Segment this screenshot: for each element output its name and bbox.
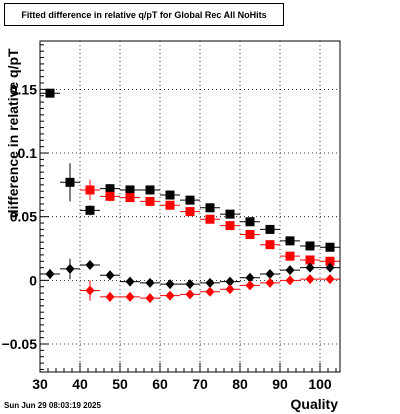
data-point-square — [65, 177, 75, 187]
data-point-diamond — [225, 276, 235, 287]
data-point-diamond — [225, 284, 235, 295]
data-point-square — [205, 214, 215, 224]
data-point-square — [185, 207, 195, 217]
x-tick-label: 60 — [152, 376, 168, 392]
data-point-diamond — [185, 289, 195, 300]
data-point-diamond — [265, 268, 275, 279]
y-tick-label: −0.05 — [2, 336, 38, 352]
x-tick-label: 90 — [272, 376, 288, 392]
data-point-diamond — [85, 285, 95, 296]
x-tick-label: 50 — [112, 376, 128, 392]
data-point-diamond — [125, 276, 135, 287]
data-point-diamond — [305, 262, 315, 273]
data-point-diamond — [325, 262, 335, 273]
data-point-diamond — [165, 290, 175, 301]
x-tick-label: 80 — [232, 376, 248, 392]
data-point-square — [265, 240, 275, 250]
data-point-square — [165, 190, 175, 200]
data-point-diamond — [245, 272, 255, 283]
data-point-square — [125, 193, 135, 203]
data-point-diamond — [285, 275, 295, 286]
data-point-diamond — [85, 260, 95, 271]
data-point-diamond — [185, 279, 195, 290]
data-point-diamond — [65, 263, 75, 274]
tick-labels: 30 40 50 60 70 80 90 100 −0.05 0 0.05 0.1 0.15 — [2, 81, 332, 392]
data-point-diamond — [105, 270, 115, 281]
y-tick-label: 0.1 — [18, 145, 38, 161]
datestamp: Sun Jun 29 08:03:19 2025 — [4, 401, 101, 410]
data-point-diamond — [245, 280, 255, 291]
data-point-square — [325, 242, 335, 252]
y-tick-label: 0.15 — [10, 81, 37, 97]
data-point-square — [245, 217, 255, 227]
y-tick-label: 0 — [29, 272, 37, 288]
data-point-square — [85, 205, 95, 215]
data-point-square — [145, 185, 155, 195]
data-point-diamond — [145, 293, 155, 304]
data-point-square — [205, 203, 215, 213]
data-point-square — [285, 236, 295, 246]
data-point-diamond — [125, 291, 135, 302]
data-point-square — [245, 230, 255, 240]
data-point-square — [45, 88, 55, 98]
data-point-square — [185, 195, 195, 205]
data-point-diamond — [145, 277, 155, 288]
data-point-diamond — [265, 277, 275, 288]
data-point-square — [125, 185, 135, 195]
data-point-diamond — [305, 274, 315, 285]
data-point-square — [105, 191, 115, 201]
data-point-diamond — [325, 274, 335, 285]
data-point-square — [305, 255, 315, 265]
data-point-square — [265, 224, 275, 234]
y-tick-label: 0.05 — [10, 209, 37, 225]
data-point-square — [85, 185, 95, 195]
plot-frame — [39, 40, 341, 373]
data-point-square — [105, 184, 115, 194]
data-point-diamond — [45, 268, 55, 279]
data-point-square — [305, 241, 315, 251]
data-point-square — [225, 221, 235, 231]
data-point-diamond — [105, 291, 115, 302]
data-point-square — [145, 196, 155, 206]
data-point-diamond — [205, 277, 215, 288]
data-markers — [45, 88, 335, 304]
x-tick-label: 40 — [72, 376, 88, 392]
chart-title: Fitted difference in relative q/pT for G… — [4, 3, 284, 26]
x-axis-label: Quality — [290, 396, 338, 412]
grid-lines — [40, 41, 340, 372]
y-axis-label: difference in relative q/pT — [5, 48, 21, 218]
data-point-diamond — [205, 286, 215, 297]
x-tick-label: 100 — [308, 376, 332, 392]
data-point-diamond — [165, 279, 175, 290]
data-point-square — [325, 256, 335, 266]
x-tick-label: 30 — [32, 376, 48, 392]
axis-ticks — [39, 44, 337, 372]
x-tick-label: 70 — [192, 376, 208, 392]
data-point-diamond — [285, 265, 295, 276]
data-point-square — [165, 200, 175, 210]
data-point-square — [225, 209, 235, 219]
data-point-square — [285, 251, 295, 261]
